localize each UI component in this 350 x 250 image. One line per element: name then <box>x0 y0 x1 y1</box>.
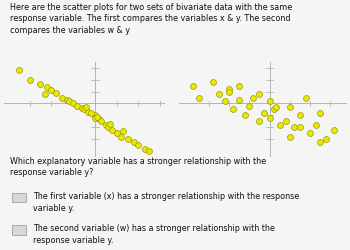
Point <box>257 92 262 96</box>
Point <box>118 135 124 139</box>
Point <box>27 78 33 82</box>
Point <box>135 144 141 148</box>
Point <box>44 86 50 89</box>
Point <box>81 108 87 112</box>
Point <box>323 138 329 142</box>
FancyBboxPatch shape <box>12 193 26 202</box>
Point <box>307 132 313 136</box>
Point <box>246 104 252 108</box>
Point <box>261 112 266 116</box>
Point <box>146 150 152 154</box>
Point <box>230 108 236 112</box>
Point <box>79 107 85 111</box>
Point <box>70 102 76 106</box>
Point <box>257 120 262 124</box>
Point <box>114 132 119 136</box>
Point <box>16 69 22 73</box>
Point <box>38 83 43 87</box>
Point <box>267 116 272 120</box>
Point <box>64 98 69 102</box>
Point <box>226 90 232 94</box>
Point <box>42 92 48 96</box>
Point <box>291 126 297 130</box>
Point <box>277 124 282 128</box>
Point <box>317 140 323 144</box>
Point <box>210 81 216 85</box>
Point <box>92 116 98 120</box>
Point <box>85 110 91 114</box>
Point <box>251 96 256 100</box>
Point <box>287 135 293 139</box>
Point <box>297 126 303 130</box>
Point <box>222 100 228 104</box>
Point <box>236 98 242 102</box>
Point <box>97 118 102 122</box>
Point <box>303 96 309 100</box>
Text: Here are the scatter plots for two sets of bivariate data with the same
response: Here are the scatter plots for two sets … <box>10 2 293 35</box>
Point <box>103 124 108 128</box>
Point <box>297 114 303 118</box>
Point <box>75 104 80 108</box>
Point <box>120 129 126 133</box>
Point <box>273 106 279 110</box>
Point <box>83 106 89 110</box>
Point <box>216 92 222 96</box>
Point <box>92 114 98 118</box>
Point <box>142 147 148 151</box>
Point <box>226 88 232 92</box>
Point <box>99 120 104 124</box>
Point <box>49 89 54 93</box>
Point <box>287 106 293 110</box>
Point <box>105 126 111 130</box>
Point <box>53 92 58 96</box>
Text: Which explanatory variable has a stronger relationship with the
response variabl: Which explanatory variable has a stronge… <box>10 156 267 177</box>
Point <box>236 84 242 88</box>
Point <box>125 138 130 142</box>
Point <box>190 84 195 88</box>
Point <box>94 115 100 119</box>
Text: The second variable (w) has a stronger relationship with the
response variable y: The second variable (w) has a stronger r… <box>33 224 275 244</box>
Point <box>313 124 319 128</box>
Point <box>271 108 277 112</box>
Point <box>88 112 93 116</box>
Point <box>317 112 323 116</box>
Point <box>66 100 71 104</box>
Point <box>107 122 113 126</box>
Point <box>196 96 202 100</box>
Point <box>110 128 115 132</box>
Point <box>131 140 137 144</box>
Point <box>243 114 248 118</box>
Text: The first variable (x) has a stronger relationship with the response
variable y.: The first variable (x) has a stronger re… <box>33 191 300 212</box>
Point <box>267 100 272 104</box>
Point <box>283 120 289 124</box>
Point <box>331 128 337 132</box>
Point <box>60 96 65 100</box>
FancyBboxPatch shape <box>12 225 26 235</box>
